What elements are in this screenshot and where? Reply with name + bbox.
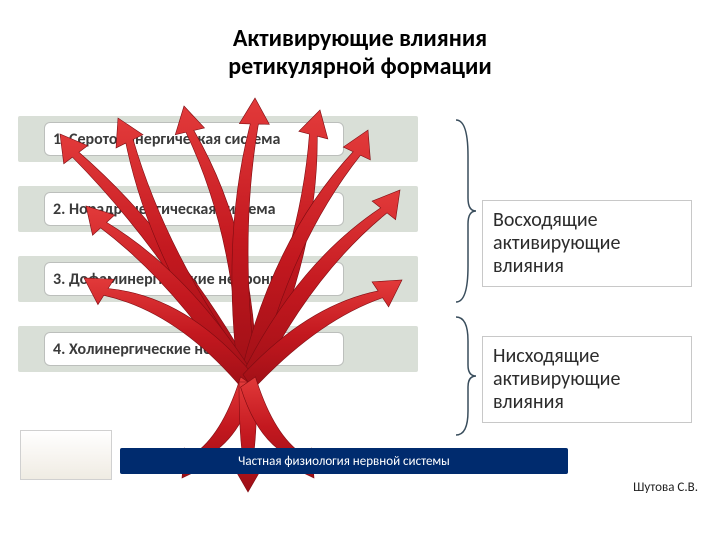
brace-ascending: [450, 116, 478, 306]
bar-list: 1. Серотонинергическая система 2. Норадр…: [18, 116, 418, 396]
label-ascending-l3: влияния: [493, 255, 681, 278]
bar-item-4: 4. Холинергические нейроны: [44, 332, 344, 366]
bar-item-1: 1. Серотонинергическая система: [44, 122, 344, 156]
footer-thumbnail: [20, 430, 112, 480]
arrow: [233, 382, 263, 492]
label-ascending: Восходящие активирующие влияния: [482, 200, 692, 287]
bar-item-3: 3. Дофаминергические нейроны: [44, 262, 344, 296]
footer-bar: Частная физиология нервной системы: [120, 448, 568, 474]
label-descending: Нисходящие активирующие влияния: [482, 336, 692, 423]
label-descending-l2: активирующие: [493, 368, 681, 391]
bar-item-2: 2. Норадренергическая система: [44, 192, 344, 226]
label-descending-l3: влияния: [493, 391, 681, 414]
brace-descending: [450, 313, 478, 439]
label-ascending-l1: Восходящие: [493, 209, 681, 232]
label-descending-l1: Нисходящие: [493, 345, 681, 368]
author-label: Шутова С.В.: [633, 480, 698, 495]
page-title-line2: ретикулярной формации: [0, 52, 720, 81]
label-ascending-l2: активирующие: [493, 232, 681, 255]
page-title-line1: Активирующие влияния: [0, 24, 720, 53]
